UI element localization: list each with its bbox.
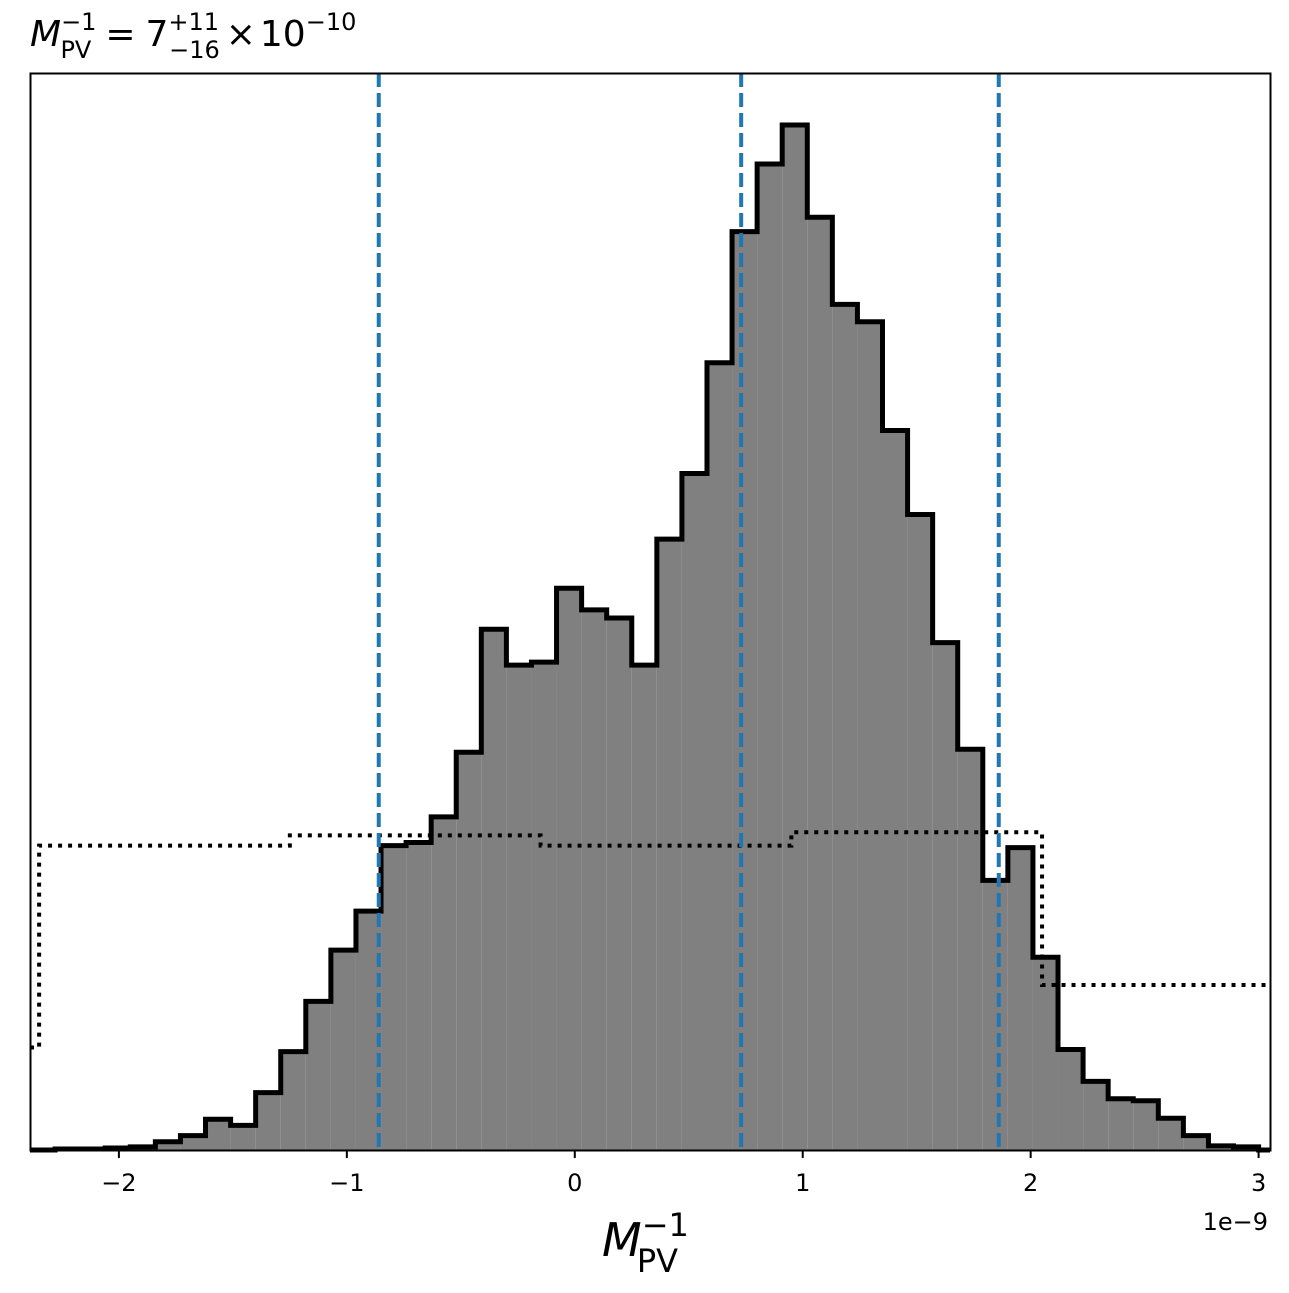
x-offset-label: 1e−9 <box>1203 1208 1268 1236</box>
histogram-bar <box>180 1135 206 1150</box>
histogram-bar <box>280 1051 306 1150</box>
histogram-bar <box>1083 1081 1109 1150</box>
histogram-bar <box>456 752 482 1150</box>
title-times: × <box>226 14 256 55</box>
title-lower-err: −16 <box>169 36 220 64</box>
x-tick-label: −1 <box>329 1169 364 1197</box>
histogram-bar <box>757 163 783 1150</box>
histogram-bar <box>882 430 908 1150</box>
posterior-histogram <box>30 122 1270 1153</box>
title-upper-err: +11 <box>168 8 219 36</box>
prior-step-line <box>30 830 1270 1050</box>
histogram-bar <box>807 217 833 1150</box>
axes-frame <box>29 72 1272 1152</box>
histogram-bar <box>982 880 1008 1150</box>
x-tick-label: 2 <box>1023 1169 1038 1197</box>
x-tick-label: −2 <box>101 1169 136 1197</box>
xlabel-superscript: −1 <box>642 1206 689 1244</box>
histogram-bar <box>1058 1049 1084 1150</box>
xlabel-subscript: PV <box>637 1242 678 1280</box>
title-symbol: M <box>30 14 61 55</box>
histogram-bar <box>556 588 582 1150</box>
histogram-bar <box>406 842 432 1150</box>
histogram-bar <box>531 662 557 1150</box>
histogram-bar <box>706 362 733 1150</box>
histogram-bar <box>230 1125 256 1150</box>
title-superscript: −1 <box>61 8 96 36</box>
x-axis: −2 −1 0 1 2 3 <box>101 1150 1266 1197</box>
title-base: 10 <box>260 14 306 55</box>
histogram-bar <box>381 845 407 1150</box>
x-tick-label: 1 <box>795 1169 810 1197</box>
histogram-bar <box>581 609 607 1150</box>
prior-curve <box>30 830 1270 1050</box>
xlabel-symbol: M <box>602 1213 642 1267</box>
histogram-bar <box>305 1001 331 1150</box>
histogram-bar <box>606 618 632 1150</box>
histogram-bar <box>681 473 707 1150</box>
histogram-bar <box>155 1141 181 1150</box>
histogram-bar <box>1183 1135 1209 1150</box>
histogram-bar <box>205 1119 231 1150</box>
histogram-bar <box>506 665 532 1150</box>
histogram-outline <box>30 122 1270 1153</box>
histogram-bar <box>1032 957 1059 1150</box>
histogram-bar <box>857 321 883 1150</box>
x-tick-label: 3 <box>1251 1169 1266 1197</box>
x-axis-label: M−1 PV <box>602 1206 689 1280</box>
histogram-bar <box>431 816 457 1150</box>
title-exponent: −10 <box>306 8 357 36</box>
histogram-bar <box>330 950 356 1150</box>
title-subscript: PV <box>60 36 91 64</box>
histogram-bar <box>1158 1118 1184 1150</box>
title-equals: = <box>105 14 135 55</box>
histogram-bar <box>631 665 657 1150</box>
histogram-bar <box>957 749 983 1150</box>
histogram-bar <box>1108 1098 1134 1150</box>
histogram-bar <box>782 125 808 1150</box>
histogram-bar <box>481 629 507 1150</box>
x-tick-label: 0 <box>567 1169 582 1197</box>
histogram-bar <box>255 1092 281 1150</box>
histogram-bar <box>355 911 382 1150</box>
histogram-bar <box>732 231 758 1151</box>
title-value: 7 <box>146 14 169 55</box>
chart-title: M−1 PV = 7+11 −16 × 10−10 <box>30 8 356 64</box>
histogram-bar <box>1133 1100 1159 1150</box>
histogram-bar <box>832 304 858 1150</box>
histogram-bar <box>1007 847 1033 1150</box>
histogram-bar <box>932 642 958 1150</box>
histogram-bar <box>907 514 933 1150</box>
